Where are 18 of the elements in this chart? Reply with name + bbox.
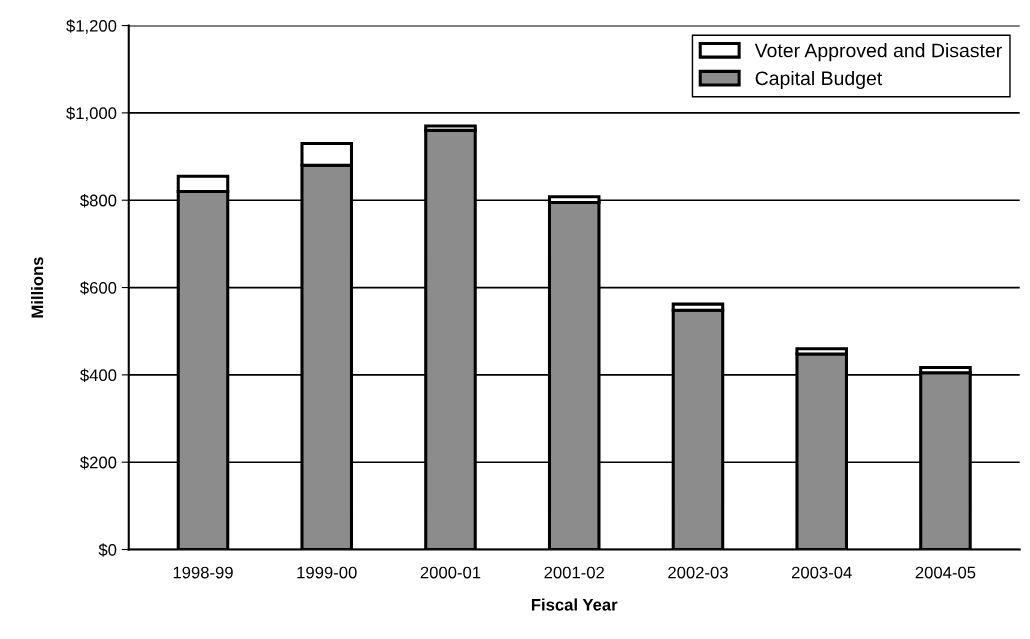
y-axis-title: Millions <box>30 257 44 318</box>
x-tick-label: 2002-03 <box>668 566 728 579</box>
x-tick-label: 2004-05 <box>915 566 976 579</box>
y-tick-label: $800 <box>80 193 117 208</box>
x-axis-title: Fiscal Year <box>531 598 618 611</box>
y-tick-label: $400 <box>80 368 117 383</box>
y-tick-label: $600 <box>80 281 117 295</box>
y-tick-label: $1,000 <box>66 106 117 122</box>
legend-label: Capital Budget <box>755 70 883 90</box>
x-tick-label: 1999-00 <box>297 566 357 579</box>
y-tick-label: $1,200 <box>66 19 117 34</box>
y-tick-label: $200 <box>80 455 117 470</box>
y-tick-label: $0 <box>98 543 117 557</box>
x-tick-label: 2003-04 <box>791 566 852 579</box>
x-tick-label: 2001-02 <box>544 566 604 579</box>
x-tick-label: 1998-99 <box>173 566 233 579</box>
legend-label: Voter Approved and Disaster <box>754 43 1002 62</box>
x-tick-label: 2000-01 <box>420 566 481 579</box>
